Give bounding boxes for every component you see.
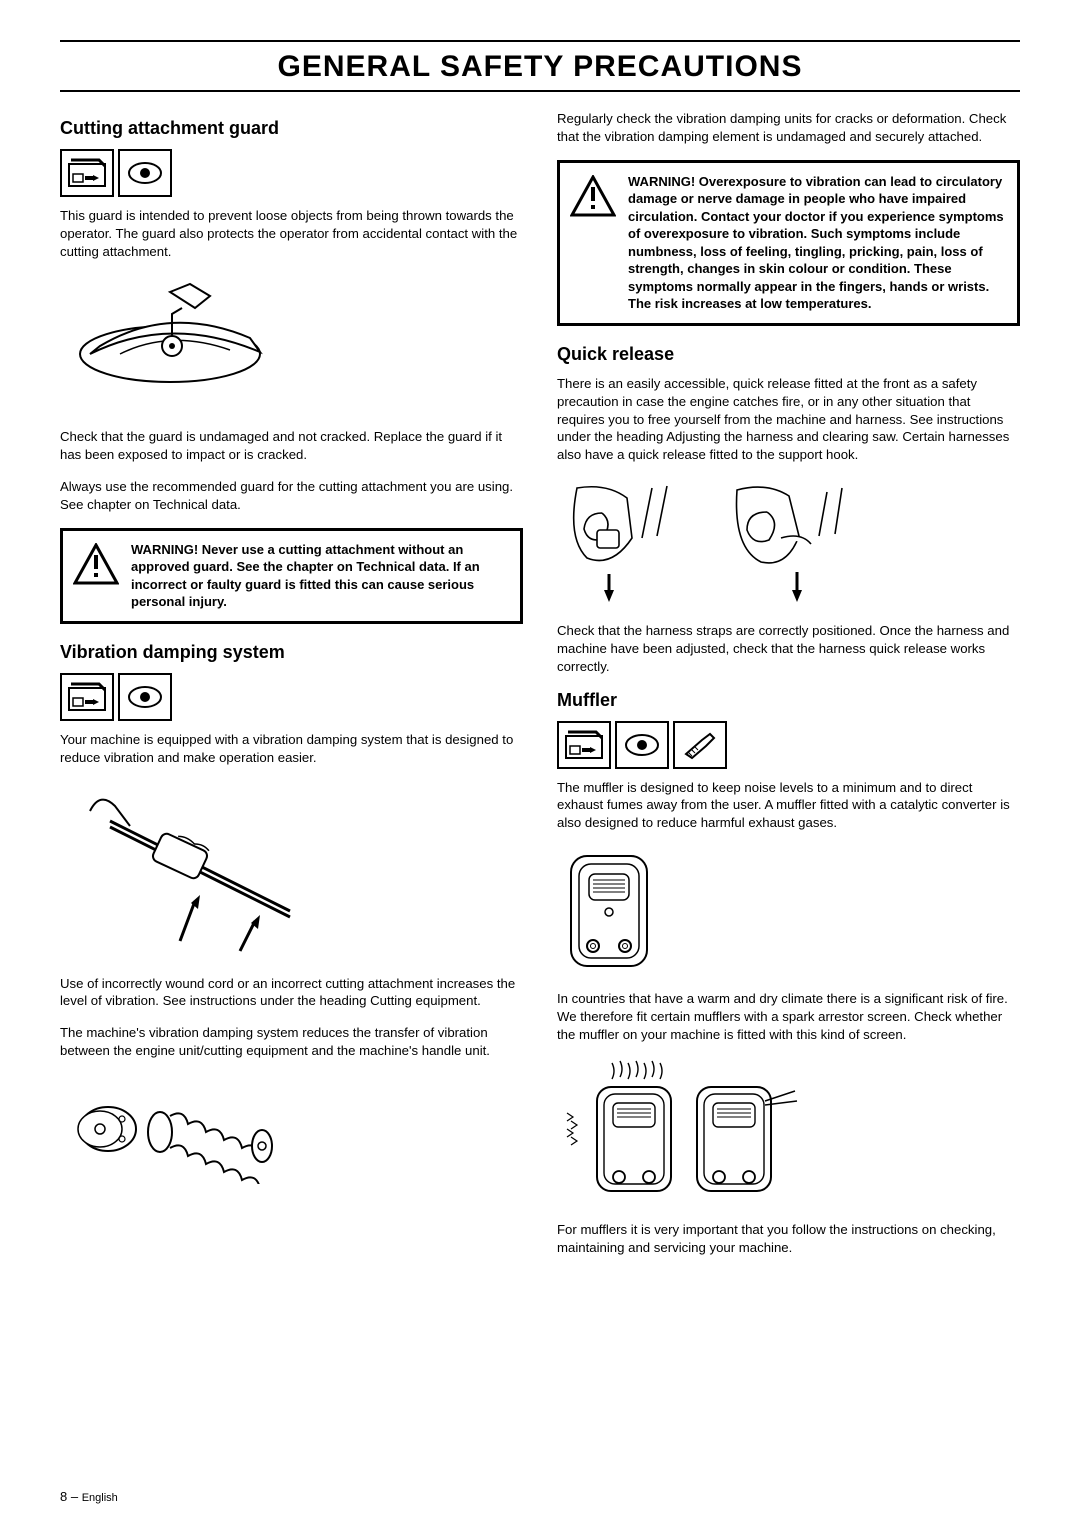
heading-muffler: Muffler	[557, 690, 1020, 711]
page-language: English	[82, 1492, 118, 1504]
warning-vibration: WARNING! Overexposure to vibration can l…	[557, 160, 1020, 326]
illus-guard-blade	[60, 274, 523, 414]
para-vib-1: Your machine is equipped with a vibratio…	[60, 731, 523, 767]
illus-muffler-single	[557, 846, 1020, 976]
para-vib-3: The machine's vibration damping system r…	[60, 1024, 523, 1060]
page-footer: 8 – English	[60, 1489, 118, 1504]
icon-row-guard	[60, 149, 523, 197]
rule-top	[60, 40, 1020, 42]
manual-icon	[60, 149, 114, 197]
heading-vibration: Vibration damping system	[60, 642, 523, 663]
illus-harness-release	[557, 478, 1020, 608]
para-qr-2: Check that the harness straps are correc…	[557, 622, 1020, 675]
icon-row-muffler	[557, 721, 1020, 769]
para-qr-1: There is an easily accessible, quick rel…	[557, 375, 1020, 464]
para-muf-3: For mufflers it is very important that y…	[557, 1221, 1020, 1257]
illus-trimmer-handle	[60, 781, 523, 961]
inspect-icon	[118, 673, 172, 721]
warning-vibration-text: WARNING! Overexposure to vibration can l…	[628, 173, 1007, 313]
inspect-icon	[615, 721, 669, 769]
manual-icon	[60, 673, 114, 721]
para-vib-2: Use of incorrectly wound cord or an inco…	[60, 975, 523, 1011]
para-guard-3: Always use the recommended guard for the…	[60, 478, 523, 514]
inspect-icon	[118, 149, 172, 197]
warning-triangle-icon	[568, 173, 618, 313]
para-muf-2: In countries that have a warm and dry cl…	[557, 990, 1020, 1043]
para-guard-2: Check that the guard is undamaged and no…	[60, 428, 523, 464]
footer-sep: –	[67, 1489, 81, 1504]
rule-under-title	[60, 90, 1020, 92]
para-muf-1: The muffler is designed to keep noise le…	[557, 779, 1020, 832]
warning-triangle-icon	[71, 541, 121, 611]
heading-quick-release: Quick release	[557, 344, 1020, 365]
icon-row-vibration	[60, 673, 523, 721]
column-right: Regularly check the vibration damping un…	[557, 110, 1020, 1271]
para-vib-check: Regularly check the vibration damping un…	[557, 110, 1020, 146]
page-title: GENERAL SAFETY PRECAUTIONS	[60, 50, 1020, 84]
warning-guard: WARNING! Never use a cutting attachment …	[60, 528, 523, 624]
warning-guard-text: WARNING! Never use a cutting attachment …	[131, 541, 510, 611]
illus-muffler-pair-heat	[557, 1057, 1020, 1207]
manual-icon	[557, 721, 611, 769]
brush-icon	[673, 721, 727, 769]
column-left: Cutting attachment guard This guard is i…	[60, 110, 523, 1271]
illus-damper-spring	[60, 1074, 523, 1184]
para-guard-1: This guard is intended to prevent loose …	[60, 207, 523, 260]
heading-cutting-guard: Cutting attachment guard	[60, 118, 523, 139]
two-column-layout: Cutting attachment guard This guard is i…	[60, 110, 1020, 1271]
